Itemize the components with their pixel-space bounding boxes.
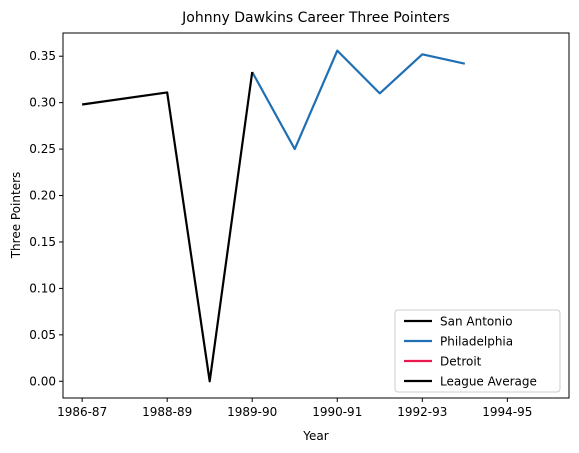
x-axis: 1986-87 1988-89 1989-90 1990-91 1992-93 1994-… [57, 398, 532, 419]
y-axis-label: Three Pointers [9, 172, 23, 260]
legend: San Antonio Philadelphia Detroit League Ave… [394, 309, 561, 393]
x-tick-label: 1989-90 [227, 405, 277, 419]
legend-label-philadelphia: Philadelphia [440, 335, 513, 349]
x-tick-label: 1994-95 [482, 405, 532, 419]
y-tick-label: 0.00 [29, 374, 56, 388]
plot-frame [62, 32, 570, 399]
legend-label-league-average: League Average [440, 375, 537, 389]
x-tick-label: 1990-91 [312, 405, 362, 419]
x-axis-label: Year [302, 429, 328, 443]
x-tick-label: 1986-87 [57, 405, 107, 419]
legend-label-san-antonio: San Antonio [440, 315, 513, 329]
series-layer [81, 49, 466, 383]
legend-label-detroit: Detroit [440, 355, 482, 369]
y-tick-label: 0.35 [29, 49, 56, 63]
y-tick-label: 0.25 [29, 142, 56, 156]
y-tick-label: 0.20 [29, 189, 56, 203]
y-tick-label: 0.10 [29, 281, 56, 295]
x-tick-label: 1988-89 [142, 405, 192, 419]
legend-box [394, 309, 561, 393]
y-tick-label: 0.05 [29, 328, 56, 342]
series-line-philadelphia [251, 49, 466, 151]
x-tick-label: 1992-93 [397, 405, 447, 419]
y-tick-label: 0.15 [29, 235, 56, 249]
chart-title: Johnny Dawkins Career Three Pointers [181, 10, 450, 26]
y-tick-label: 0.30 [29, 96, 56, 110]
y-axis: 0.00 0.05 0.10 0.15 0.20 0.25 0.30 0.35 [29, 49, 63, 388]
series-line-san-antonio [81, 71, 254, 383]
